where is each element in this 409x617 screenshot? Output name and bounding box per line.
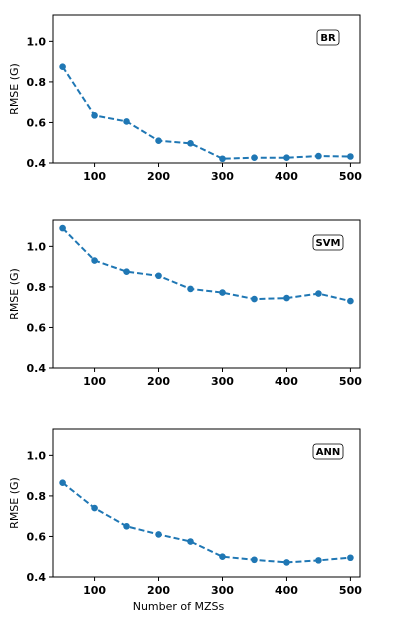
- legend-box: [312, 443, 344, 460]
- chart-panel-svm: 0.4 0.6 0.8 1.0 100 200 300 400 500 RMSE (G) SVM: [8, 219, 362, 388]
- data-point: [283, 154, 290, 162]
- data-point: [187, 285, 194, 293]
- data-point: [219, 155, 226, 163]
- data-point: [155, 272, 162, 280]
- x-tick-label: 400: [275, 170, 298, 183]
- data-point: [123, 523, 130, 530]
- data-point: [59, 224, 66, 232]
- data-point: [91, 112, 98, 119]
- x-tick-label: 400: [275, 584, 298, 597]
- series-line: [61, 481, 351, 564]
- y-tick-label: 0.4: [27, 157, 47, 170]
- series-line: [61, 66, 351, 160]
- x-tick-label: 200: [147, 170, 170, 183]
- data-point: [155, 531, 162, 538]
- data-point: [123, 268, 130, 275]
- x-tick-label: 100: [83, 375, 106, 388]
- legend-box: [312, 234, 344, 251]
- x-tick-label: 100: [83, 584, 106, 597]
- data-point: [91, 257, 98, 264]
- plot-frame: [52, 219, 361, 369]
- y-tick-label: 1.0: [27, 35, 47, 48]
- y-axis-label: RMSE (G): [8, 268, 21, 320]
- data-point: [315, 152, 322, 160]
- y-tick-label: 0.8: [27, 490, 47, 503]
- y-axis-label: RMSE (G): [8, 477, 21, 529]
- y-tick-label: 0.8: [27, 76, 47, 89]
- chart-panel-ann: 0.4 0.6 0.8 1.0 100 200 300 400 500 RMSE (G) Numbe…: [8, 428, 362, 613]
- x-tick-label: 500: [339, 375, 362, 388]
- x-tick-label: 100: [83, 170, 106, 183]
- data-point: [315, 557, 322, 564]
- data-point: [155, 137, 162, 144]
- data-point: [59, 479, 66, 487]
- legend-box: [316, 29, 340, 46]
- y-tick-label: 0.4: [27, 362, 47, 375]
- y-axis-label: RMSE (G): [8, 63, 21, 115]
- data-point: [251, 154, 258, 162]
- data-point: [219, 289, 226, 296]
- series-line: [61, 227, 351, 303]
- x-tick-label: 300: [211, 170, 234, 183]
- data-point: [347, 297, 354, 305]
- data-point: [315, 290, 322, 297]
- data-point: [59, 63, 66, 70]
- y-tick-label: 1.0: [27, 449, 47, 462]
- data-point: [91, 504, 98, 512]
- chart-panel-br: 0.4 0.6 0.8 1.0 100 200 300 400 500 RMSE (G) BR: [8, 14, 362, 183]
- plot-frame: [52, 14, 361, 164]
- x-tick-label: 200: [147, 584, 170, 597]
- y-tick-label: 0.8: [27, 281, 47, 294]
- plot-frame: [52, 428, 361, 578]
- x-tick-label: 500: [339, 170, 362, 183]
- x-axis-label: Number of MZSs: [133, 600, 225, 613]
- data-point: [219, 553, 226, 561]
- x-tick-label: 300: [211, 584, 234, 597]
- data-point: [347, 554, 354, 562]
- legend: ANN: [312, 443, 344, 460]
- x-tick-label: 500: [339, 584, 362, 597]
- legend: BR: [316, 29, 340, 46]
- data-point: [283, 559, 290, 566]
- legend-label: SVM: [316, 238, 341, 249]
- data-point: [187, 538, 194, 545]
- data-point: [187, 140, 194, 147]
- y-tick-label: 0.4: [27, 571, 47, 584]
- data-point: [347, 153, 354, 160]
- y-tick-label: 0.6: [27, 321, 47, 334]
- legend-label: BR: [320, 33, 336, 44]
- y-tick-label: 0.6: [27, 530, 47, 543]
- data-point: [251, 295, 258, 303]
- y-tick-label: 1.0: [27, 240, 47, 253]
- data-point: [251, 556, 258, 564]
- data-point: [283, 294, 290, 302]
- y-tick-label: 0.6: [27, 116, 47, 129]
- x-tick-label: 400: [275, 375, 298, 388]
- legend-label: ANN: [316, 447, 340, 458]
- data-point: [123, 118, 130, 125]
- legend: SVM: [312, 234, 344, 251]
- x-tick-label: 300: [211, 375, 234, 388]
- x-tick-label: 200: [147, 375, 170, 388]
